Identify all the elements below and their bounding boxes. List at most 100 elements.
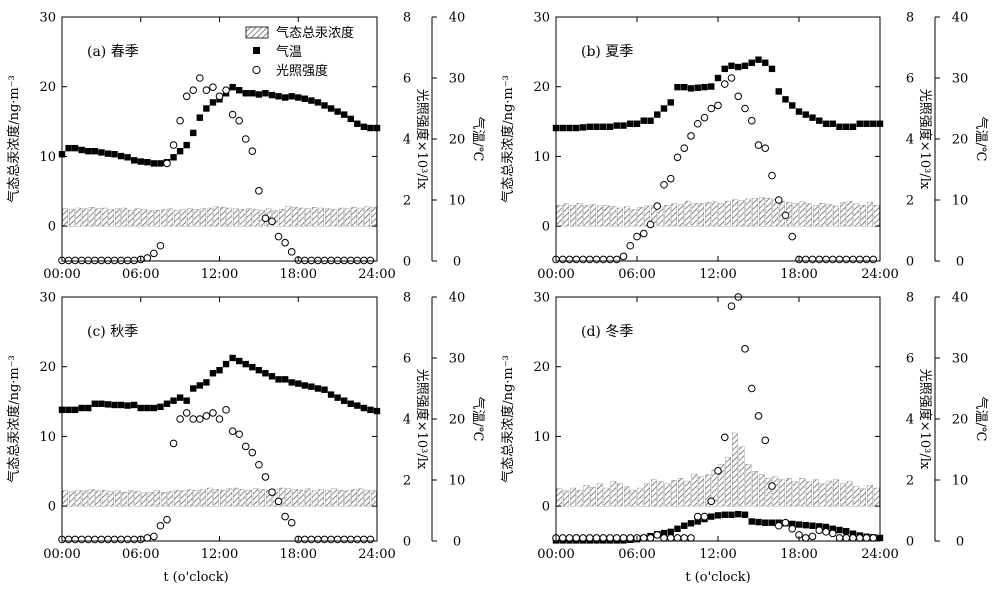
point-light [169, 141, 178, 149]
left-axis-label: 气态总汞浓度/ng·m⁻³ [6, 355, 22, 483]
point-light [788, 525, 797, 533]
point-light [366, 535, 375, 544]
point-temperature [111, 151, 118, 158]
point-light [353, 256, 362, 265]
point-temperature [354, 120, 361, 127]
point-temperature [229, 354, 236, 362]
left-tick-label: 0 [542, 220, 550, 235]
bar-mercury [630, 489, 637, 507]
bar-mercury [174, 209, 180, 227]
point-temperature [242, 90, 249, 97]
point-light [646, 534, 655, 542]
point-temperature [714, 74, 722, 82]
right-inner-tick-label: 0 [906, 255, 914, 270]
point-light [687, 534, 695, 542]
bar-mercury [298, 489, 305, 507]
bar-mercury [252, 209, 259, 227]
legend-label-mercury: 气态总汞浓度 [276, 25, 354, 41]
bar-mercury [799, 478, 806, 507]
bar-mercury [351, 207, 357, 227]
point-temperature [249, 363, 256, 371]
bar-mercury [644, 483, 650, 507]
point-light [281, 238, 289, 247]
point-light [707, 497, 716, 506]
point-temperature [334, 108, 341, 115]
bar-mercury [846, 200, 853, 227]
point-light [176, 116, 184, 125]
bar-mercury [134, 491, 141, 507]
point-temperature [762, 59, 769, 66]
point-temperature [836, 123, 843, 130]
point-temperature [694, 518, 701, 525]
bar-mercury [82, 208, 88, 227]
bar-mercury [69, 209, 75, 227]
bar-mercury [718, 464, 725, 507]
point-temperature [849, 530, 857, 537]
bar-mercury [226, 488, 233, 507]
chart-panel-1: 0 10 20 30 00:00 06:00 12:00 18:00 24:00 0 2 4 6 8 0 10… [6, 11, 486, 283]
point-light [720, 80, 729, 88]
x-tick-label: 06:00 [122, 547, 159, 562]
point-light [572, 534, 581, 542]
panel-label: (d) 冬季 [581, 324, 633, 340]
point-light [741, 104, 749, 113]
bar-mercury [691, 473, 698, 507]
point-light [619, 534, 628, 542]
point-light [855, 255, 864, 264]
point-light [117, 535, 125, 544]
point-temperature [262, 370, 269, 377]
point-light [653, 202, 662, 210]
bar-mercury [69, 491, 75, 507]
point-light [687, 132, 695, 140]
bar-mercury [590, 487, 596, 507]
point-temperature [701, 83, 708, 91]
bar-mercury [873, 487, 880, 507]
point-temperature [183, 141, 190, 149]
bar-mercury [233, 208, 239, 227]
bar-mercury [826, 480, 833, 507]
bar-mercury [88, 207, 95, 227]
point-temperature [728, 62, 735, 69]
point-temperature [694, 84, 701, 91]
point-light [835, 534, 844, 542]
bar-mercury [311, 207, 318, 227]
bar-mercury [141, 492, 147, 507]
bar-mercury [141, 209, 147, 227]
point-light [788, 232, 797, 241]
bar-mercury [279, 487, 285, 507]
bar-mercury [193, 209, 200, 227]
point-temperature [748, 59, 755, 66]
right-inner-tick-label: 6 [403, 352, 411, 367]
x-tick-label: 18:00 [780, 547, 817, 562]
point-temperature [654, 111, 661, 118]
point-light [761, 144, 770, 152]
bar-mercury [732, 199, 738, 227]
bar-mercury [147, 210, 154, 227]
bar-mercury [624, 206, 630, 227]
bar-mercury [206, 487, 213, 507]
point-light [774, 196, 783, 204]
chart-panel-3: 0 10 20 30 00:00 06:00 12:00 18:00 24:00 0 2 4 6 8 0 10… [6, 291, 486, 563]
bar-mercury [752, 471, 758, 507]
left-tick-label: 30 [39, 11, 56, 26]
bar-mercury [351, 489, 357, 507]
bar-mercury [95, 208, 101, 227]
point-light [714, 101, 722, 110]
point-temperature [741, 511, 749, 518]
bar-mercury [860, 488, 866, 507]
point-temperature [308, 383, 315, 390]
bar-mercury [867, 485, 873, 507]
bar-mercury [364, 489, 370, 507]
point-light [558, 534, 567, 542]
point-light [281, 512, 289, 521]
point-light [599, 255, 608, 264]
point-light [747, 116, 756, 125]
bar-mercury [576, 489, 583, 507]
bar-mercury [563, 203, 569, 227]
point-light [104, 256, 112, 265]
point-light [143, 254, 152, 262]
bar-mercury [233, 487, 239, 507]
point-temperature [843, 123, 850, 130]
point-light [123, 256, 132, 265]
point-temperature [667, 99, 674, 106]
